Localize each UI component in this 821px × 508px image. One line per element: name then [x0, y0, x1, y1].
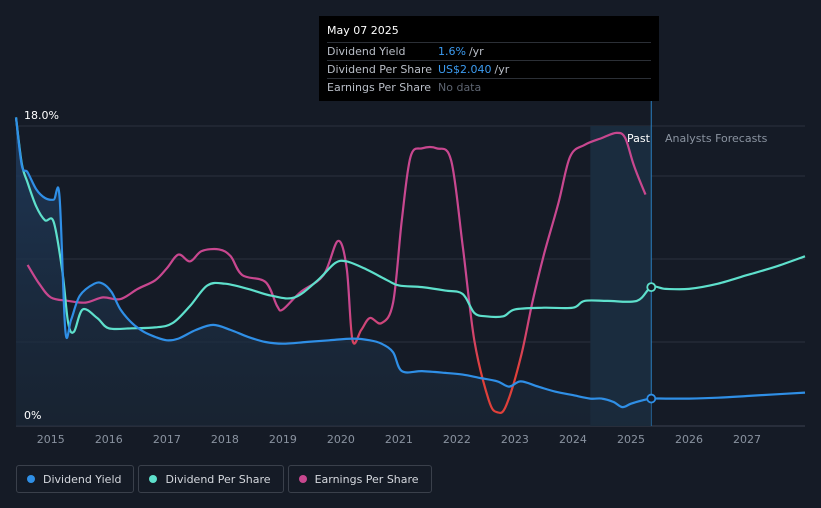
y-axis-bottom-label: 0%: [24, 409, 41, 422]
x-tick-label: 2019: [269, 433, 297, 446]
dividend-per-share-line: [14, 117, 806, 334]
tooltip-label: Dividend Yield: [327, 45, 406, 58]
x-tick-label: 2017: [153, 433, 181, 446]
tooltip-value: 1.6%: [438, 45, 466, 58]
x-tick-label: 2027: [733, 433, 761, 446]
legend: Dividend Yield Dividend Per Share Earnin…: [16, 465, 432, 493]
x-tick-label: 2022: [443, 433, 471, 446]
legend-item-dividend-per-share[interactable]: Dividend Per Share: [138, 465, 284, 493]
forecast-label: Analysts Forecasts: [665, 132, 768, 145]
tooltip-date: May 07 2025: [327, 24, 651, 43]
x-tick-label: 2023: [501, 433, 529, 446]
earnings-per-share-line: [26, 131, 647, 414]
dividend-yield-marker[interactable]: [646, 393, 657, 404]
legend-dot-icon: [149, 475, 158, 483]
legend-label: Earnings Per Share: [314, 472, 419, 486]
tooltip-label: Dividend Per Share: [327, 63, 433, 76]
x-tick-label: 2024: [559, 433, 587, 446]
dividend-yield-area: [16, 117, 652, 427]
tooltip-value: No data: [438, 81, 482, 94]
tooltip-value: US$2.040: [438, 63, 492, 76]
past-highlight-band: [590, 126, 652, 426]
tooltip-row-earnings-per-share: Earnings Per Share No data: [327, 79, 651, 96]
legend-label: Dividend Yield: [43, 472, 122, 486]
tooltip-row-dividend-yield: Dividend Yield 1.6% /yr: [327, 43, 651, 61]
tooltip: May 07 2025 Dividend Yield 1.6% /yr Divi…: [319, 16, 659, 101]
x-tick-label: 2018: [211, 433, 239, 446]
tooltip-row-dividend-per-share: Dividend Per Share US$2.040 /yr: [327, 61, 651, 79]
past-label: Past: [627, 132, 651, 145]
x-tick-label: 2025: [617, 433, 645, 446]
legend-dot-icon: [298, 475, 307, 483]
tooltip-unit: /yr: [468, 45, 484, 58]
x-tick-label: 2020: [327, 433, 355, 446]
legend-item-dividend-yield[interactable]: Dividend Yield: [16, 465, 135, 493]
x-tick-label: 2015: [37, 433, 65, 446]
tooltip-unit: /yr: [494, 63, 510, 76]
legend-label: Dividend Per Share: [165, 472, 271, 486]
tooltip-label: Earnings Per Share: [327, 81, 432, 94]
dividend-per-share-marker[interactable]: [646, 282, 657, 293]
x-tick-label: 2026: [675, 433, 703, 446]
x-tick-label: 2021: [385, 433, 413, 446]
x-tick-label: 2016: [95, 433, 123, 446]
legend-item-earnings-per-share[interactable]: Earnings Per Share: [287, 465, 432, 493]
dividend-yield-line: [14, 117, 806, 409]
y-axis-top-label: 18.0%: [24, 109, 59, 122]
legend-dot-icon: [27, 475, 35, 483]
